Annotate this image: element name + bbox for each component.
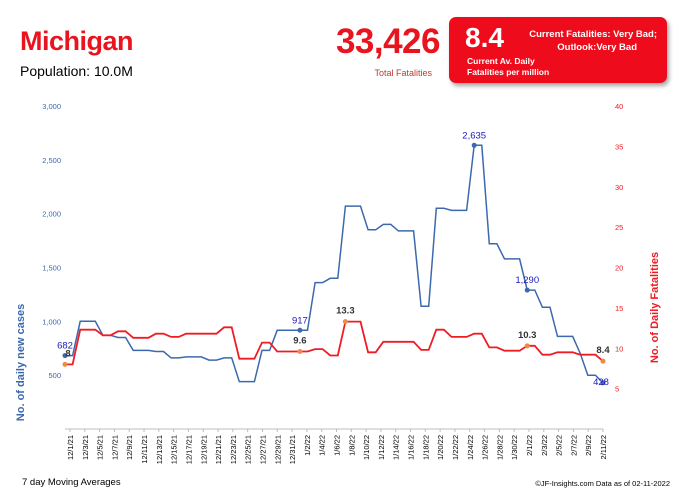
- cases-data-label: 682: [57, 341, 73, 352]
- y-left-axis-title: No. of daily new cases: [15, 304, 27, 421]
- y-right-tick-label: 10: [615, 344, 623, 353]
- cases-data-point: [471, 142, 477, 148]
- x-tick-label: 2/1/22: [525, 435, 534, 456]
- x-tick-label: 1/16/22: [407, 435, 416, 460]
- y-left-tick-label: 2,500: [42, 156, 61, 165]
- y-left-tick-label: 3,000: [42, 102, 61, 111]
- x-tick-label: 2/7/22: [569, 435, 578, 456]
- state-title: Michigan: [20, 26, 134, 56]
- x-tick-label: 12/11/21: [140, 435, 149, 464]
- fatalities-data-label: 8.4: [596, 345, 610, 356]
- x-tick-label: 2/5/22: [555, 435, 564, 456]
- x-tick-label: 2/11/22: [599, 435, 608, 459]
- cases-data-point: [524, 287, 530, 293]
- cases-data-label: 2,635: [462, 130, 486, 141]
- fatalities-data-label: 9.6: [293, 335, 306, 346]
- total-fatalities-label: Total Fatalities: [374, 68, 432, 78]
- cases-data-point: [600, 380, 606, 386]
- x-tick-label: 1/30/22: [510, 435, 519, 460]
- fatalities-data-point: [600, 358, 606, 364]
- x-tick-label: 12/23/21: [229, 435, 238, 464]
- fatalities-data-label: 13.3: [336, 306, 355, 317]
- x-tick-label: 12/5/21: [96, 435, 105, 460]
- cases-data-label: 917: [292, 315, 308, 326]
- fatalities-data-point: [342, 319, 348, 325]
- y-right-tick-label: 20: [615, 264, 623, 273]
- y-right-tick-label: 5: [615, 385, 619, 394]
- x-tick-label: 1/24/22: [466, 435, 475, 460]
- total-fatalities-value: 33,426: [335, 22, 441, 61]
- x-tick-label: 12/29/21: [273, 435, 282, 464]
- x-tick-label: 1/20/22: [436, 435, 445, 460]
- y-right-tick-label: 30: [615, 183, 623, 192]
- series-line-cases: [65, 144, 604, 384]
- x-tick-label: 12/3/21: [81, 435, 90, 460]
- cases-data-label: 1,290: [515, 275, 539, 286]
- x-tick-label: 1/10/22: [362, 435, 371, 460]
- x-tick-label: 1/4/22: [318, 435, 327, 456]
- fatalities-data-point: [297, 348, 303, 354]
- x-tick-label: 12/7/21: [110, 435, 119, 460]
- cases-data-point: [62, 353, 68, 359]
- y-right-tick-label: 15: [615, 304, 623, 313]
- x-tick-label: 1/28/22: [495, 435, 504, 460]
- x-tick-label: 12/9/21: [125, 435, 134, 460]
- current-average-label: Current Av. Daily Fatalities per million: [467, 56, 550, 77]
- status-box: 8.4 Current Av. Daily Fatalities per mil…: [449, 17, 667, 83]
- y-left-tick-label: 2,000: [42, 210, 61, 219]
- x-tick-label: 2/9/22: [584, 435, 593, 456]
- y-right-tick-label: 35: [615, 142, 623, 151]
- cases-data-label: 428: [593, 377, 609, 388]
- markers-group: 682 917 2,635 1,290 428 8 9.6 13.3 10.3 8.4: [57, 130, 610, 388]
- x-tick-label: 12/31/21: [288, 435, 297, 464]
- x-tick-label: 1/26/22: [481, 435, 490, 460]
- x-tick-label: 1/6/22: [333, 435, 342, 456]
- fatalities-data-point: [62, 361, 68, 367]
- fatalities-data-label: 8: [65, 348, 70, 359]
- x-tick-label: 12/25/21: [244, 435, 253, 464]
- fatalities-cases-chart: 500 1,000 1,500 2,000 2,500 3,000 5 10 15 20 25 30 3…: [15, 102, 661, 464]
- x-tick-label: 12/15/21: [170, 435, 179, 464]
- y-left-tick-label: 500: [48, 371, 61, 380]
- series-group: [65, 144, 604, 384]
- footer-moving-average-note: 7 day Moving Averages: [22, 477, 121, 488]
- x-tick-label: 1/8/22: [347, 435, 356, 456]
- x-tick-label: 1/14/22: [392, 435, 401, 460]
- y-right-tick-label: 25: [615, 223, 623, 232]
- current-average-value: 8.4: [465, 22, 504, 53]
- x-tick-label: 2/3/22: [540, 435, 549, 456]
- status-fatalities: Current Fatalities: Very Bad;: [529, 29, 657, 40]
- x-tick-label: 12/1/21: [66, 435, 75, 460]
- x-tick-label: 12/21/21: [214, 435, 223, 464]
- x-tick-label: 1/2/22: [303, 435, 312, 456]
- fatalities-data-label: 10.3: [518, 330, 537, 341]
- axes-group: 500 1,000 1,500 2,000 2,500 3,000 5 10 15 20 25 30 3…: [15, 102, 661, 464]
- x-tick-label: 12/19/21: [199, 435, 208, 464]
- fatalities-data-point: [524, 343, 530, 349]
- x-tick-label: 12/13/21: [155, 435, 164, 464]
- y-left-tick-label: 1,500: [42, 264, 61, 273]
- cases-data-point: [297, 327, 303, 333]
- y-right-axis-title: No. of Daily Fatalities: [649, 252, 661, 363]
- x-tick-label: 1/18/22: [421, 435, 430, 460]
- series-line-fatalities: [65, 320, 604, 366]
- x-tick-label: 12/17/21: [184, 435, 193, 464]
- y-left-tick-label: 1,000: [42, 317, 61, 326]
- y-right-tick-label: 40: [615, 102, 623, 111]
- population-label: Population: 10.0M: [20, 63, 133, 79]
- x-tick-label: 12/27/21: [258, 435, 267, 464]
- x-tick-label: 1/12/22: [377, 435, 386, 460]
- footer-source-note: ©JF-Insights.com Data as of 02-11-2022: [535, 479, 670, 488]
- x-tick-label: 1/22/22: [451, 435, 460, 460]
- status-outlook: Outlook:Very Bad: [557, 42, 637, 53]
